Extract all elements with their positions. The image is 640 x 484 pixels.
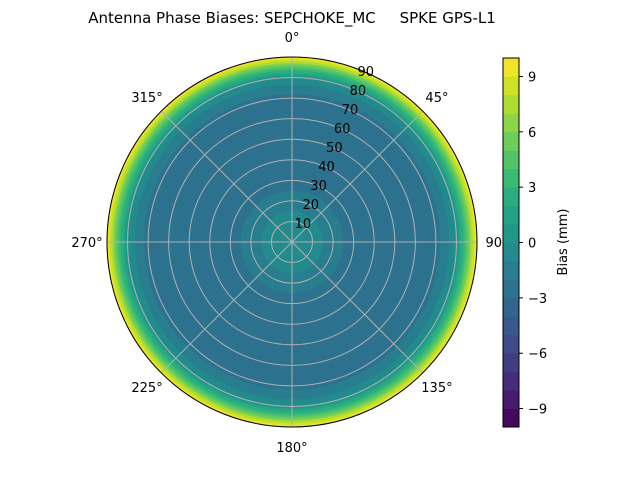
colorbar-tick-label: 3 [528, 181, 536, 196]
colorbar-band [503, 131, 519, 151]
colorbar-band [503, 353, 519, 373]
colorbar-band [503, 168, 519, 188]
colorbar-band [503, 224, 519, 243]
chart-title: Antenna Phase Biases: SEPCHOKE_MC SPKE G… [88, 9, 496, 28]
colorbar-band [503, 187, 519, 207]
colorbar-band [503, 297, 519, 317]
colorbar-tick-label: −6 [528, 347, 547, 362]
angular-tick-label: 315° [131, 91, 162, 106]
angular-gridline [291, 110, 424, 243]
angular-tick-label: 0° [285, 31, 300, 46]
colorbar-band [503, 390, 519, 410]
colorbar-band [503, 58, 519, 77]
colorbar-band [503, 408, 519, 428]
colorbar-tick-label: −9 [528, 403, 547, 418]
colorbar-tick-label: 9 [528, 70, 536, 85]
colorbar-tick-label: 6 [528, 126, 536, 141]
angular-gridline [291, 241, 424, 374]
colorbar-band [503, 113, 519, 133]
radial-tick-label: 10 [295, 217, 312, 232]
angular-tick-label: 180° [276, 441, 307, 456]
radial-tick-label: 30 [310, 179, 327, 194]
colorbar-band [503, 334, 519, 354]
radial-tick-label: 60 [334, 122, 351, 137]
colorbar-band [503, 260, 519, 280]
angular-tick-label: 225° [131, 381, 162, 396]
angular-gridline [160, 110, 293, 243]
polar-grid [106, 56, 478, 428]
angular-gridline [160, 241, 293, 374]
colorbar-band [503, 316, 519, 336]
colorbar-band [503, 150, 519, 170]
colorbar-tick-label: −3 [528, 292, 547, 307]
colorbar-band [503, 279, 519, 299]
radial-tick-labels: 10 20 30 40 50 60 70 80 90 [295, 65, 374, 232]
angular-tick-label: 45° [425, 91, 448, 106]
colorbar-ticks: −9 −6 −3 0 3 6 9 [519, 70, 547, 418]
polar-frame [106, 56, 478, 428]
radial-tick-label: 90 [358, 65, 375, 80]
colorbar-tick-label: 0 [528, 237, 536, 252]
radial-tick-label: 80 [350, 84, 367, 99]
colorbar-band [503, 205, 519, 225]
radial-tick-label: 40 [318, 160, 335, 175]
colorbar-band [503, 371, 519, 391]
radial-tick-label: 20 [302, 198, 319, 213]
colorbar-band [503, 76, 519, 96]
angular-tick-label: 270° [71, 236, 102, 251]
colorbar [503, 58, 519, 428]
colorbar-band [503, 94, 519, 114]
angular-tick-label: 135° [421, 381, 452, 396]
radial-tick-label: 50 [326, 141, 343, 156]
colorbar-band [503, 242, 519, 262]
radial-tick-label: 70 [342, 103, 359, 118]
colorbar-label: Bias (mm) [556, 209, 571, 276]
